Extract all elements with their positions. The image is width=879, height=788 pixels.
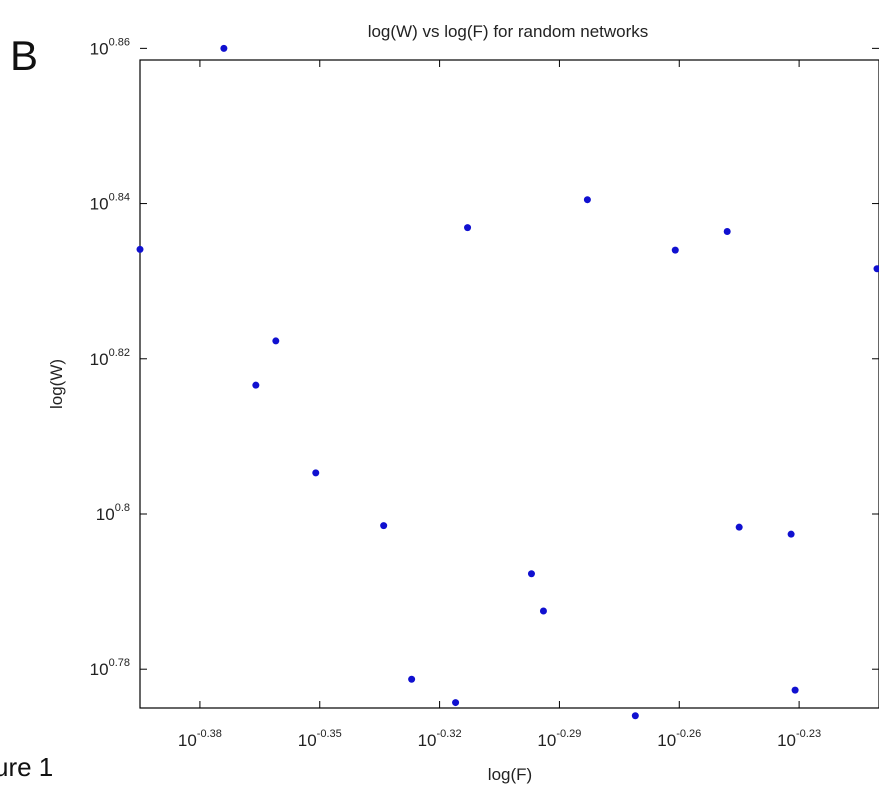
data-point [631,712,639,720]
x-tick-label: 10-0.32 [418,728,462,750]
data-point [539,607,547,615]
data-point [452,699,460,707]
x-tick-label: 10-0.35 [298,728,342,750]
y-axis: 100.78 100.8 100.82 100.84 100.86 [90,36,879,679]
y-axis-label: log(W) [47,359,66,409]
plot-area-frame [139,59,879,709]
data-point [252,381,260,389]
data-point [408,675,416,683]
data-point [464,224,472,232]
y-tick-label: 100.82 [90,347,130,369]
y-tick-label: 100.8 [96,502,130,524]
figure-caption-fragment: ure 1 [0,752,54,782]
data-point [272,337,280,345]
data-point [787,530,795,538]
y-tick-label: 100.86 [90,36,130,58]
x-tick-label: 10-0.29 [537,728,581,750]
data-point [873,265,879,273]
data-point [723,228,731,236]
x-tick-label: 10-0.38 [178,728,222,750]
x-axis-label: log(F) [488,765,532,784]
x-tick-label: 10-0.23 [777,728,821,750]
x-tick-label: 10-0.26 [657,728,701,750]
data-point [136,245,144,253]
data-point [791,686,799,694]
data-point [312,469,320,477]
data-point [527,570,535,578]
y-tick-label: 100.84 [90,192,130,214]
y-tick-label: 100.78 [90,657,130,679]
x-axis: 10-0.38 10-0.35 10-0.32 10-0.29 10-0.26 10-0.… [178,60,821,750]
data-point [220,44,228,52]
data-point [380,522,388,530]
data-point [671,246,679,254]
chart-title: log(W) vs log(F) for random networks [368,22,649,41]
data-point [583,196,591,204]
panel-label: B [10,32,39,79]
data-points [136,44,879,720]
data-point [735,523,743,531]
